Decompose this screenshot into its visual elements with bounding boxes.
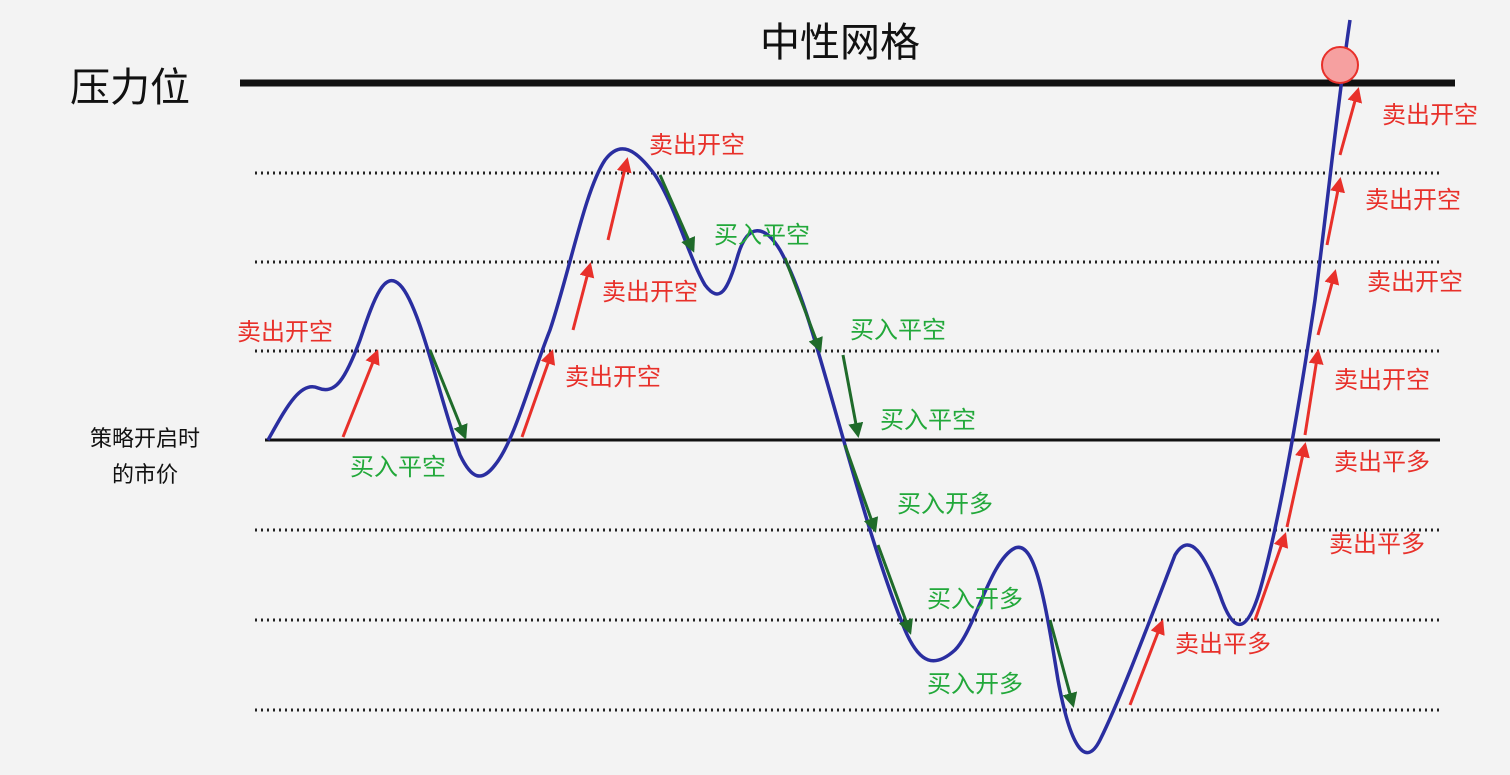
buy-arrow	[783, 257, 823, 353]
buy-arrow	[1048, 619, 1078, 708]
annotation: 卖出开空	[237, 318, 333, 346]
sell-arrow	[1285, 442, 1310, 528]
annotation: 卖出平多	[1175, 630, 1271, 658]
annotation: 买入开多	[927, 585, 1023, 613]
sell-arrow	[1253, 532, 1289, 621]
annotation: 买入开多	[897, 490, 993, 518]
annotation: 卖出开空	[649, 131, 745, 159]
sell-arrow	[606, 157, 632, 241]
start-price-label: 策略开启时	[90, 427, 200, 452]
price-curve	[266, 19, 1352, 755]
annotation: 买入平空	[714, 221, 810, 249]
breakout-marker	[1321, 46, 1359, 84]
annotations: 卖出开空买入平空卖出开空卖出开空卖出开空买入平空买入平空买入平空买入开多买入开多…	[237, 101, 1478, 698]
sell-arrow	[1338, 87, 1363, 156]
annotation: 买入平空	[880, 406, 976, 434]
sell-arrow	[1316, 269, 1340, 336]
sell-arrow	[341, 349, 380, 438]
arrows	[341, 87, 1363, 708]
sell-arrow	[571, 262, 595, 331]
annotation: 买入平空	[350, 453, 446, 481]
annotation: 卖出开空	[565, 363, 661, 391]
buy-arrow	[843, 444, 879, 533]
resistance-label: 压力位	[70, 65, 190, 111]
annotation: 卖出开空	[1367, 268, 1463, 296]
annotation: 卖出开空	[1334, 366, 1430, 394]
annotation: 卖出开空	[1365, 186, 1461, 214]
buy-arrow	[428, 349, 468, 440]
annotation: 买入开多	[927, 670, 1023, 698]
title: 中性网格	[760, 20, 920, 66]
buy-arrow	[876, 544, 913, 635]
sell-arrow	[520, 349, 556, 438]
annotation: 卖出开空	[602, 278, 698, 306]
annotation: 卖出平多	[1329, 530, 1425, 558]
annotation: 卖出平多	[1334, 448, 1430, 476]
sell-arrow	[1128, 619, 1165, 706]
annotation: 卖出开空	[1382, 101, 1478, 129]
buy-arrow	[658, 174, 696, 253]
annotation: 买入平空	[850, 316, 946, 344]
sell-arrow	[1325, 177, 1346, 246]
start-price-label: 的市价	[112, 463, 178, 488]
buy-arrow	[841, 354, 864, 438]
sell-arrow	[1303, 349, 1324, 436]
